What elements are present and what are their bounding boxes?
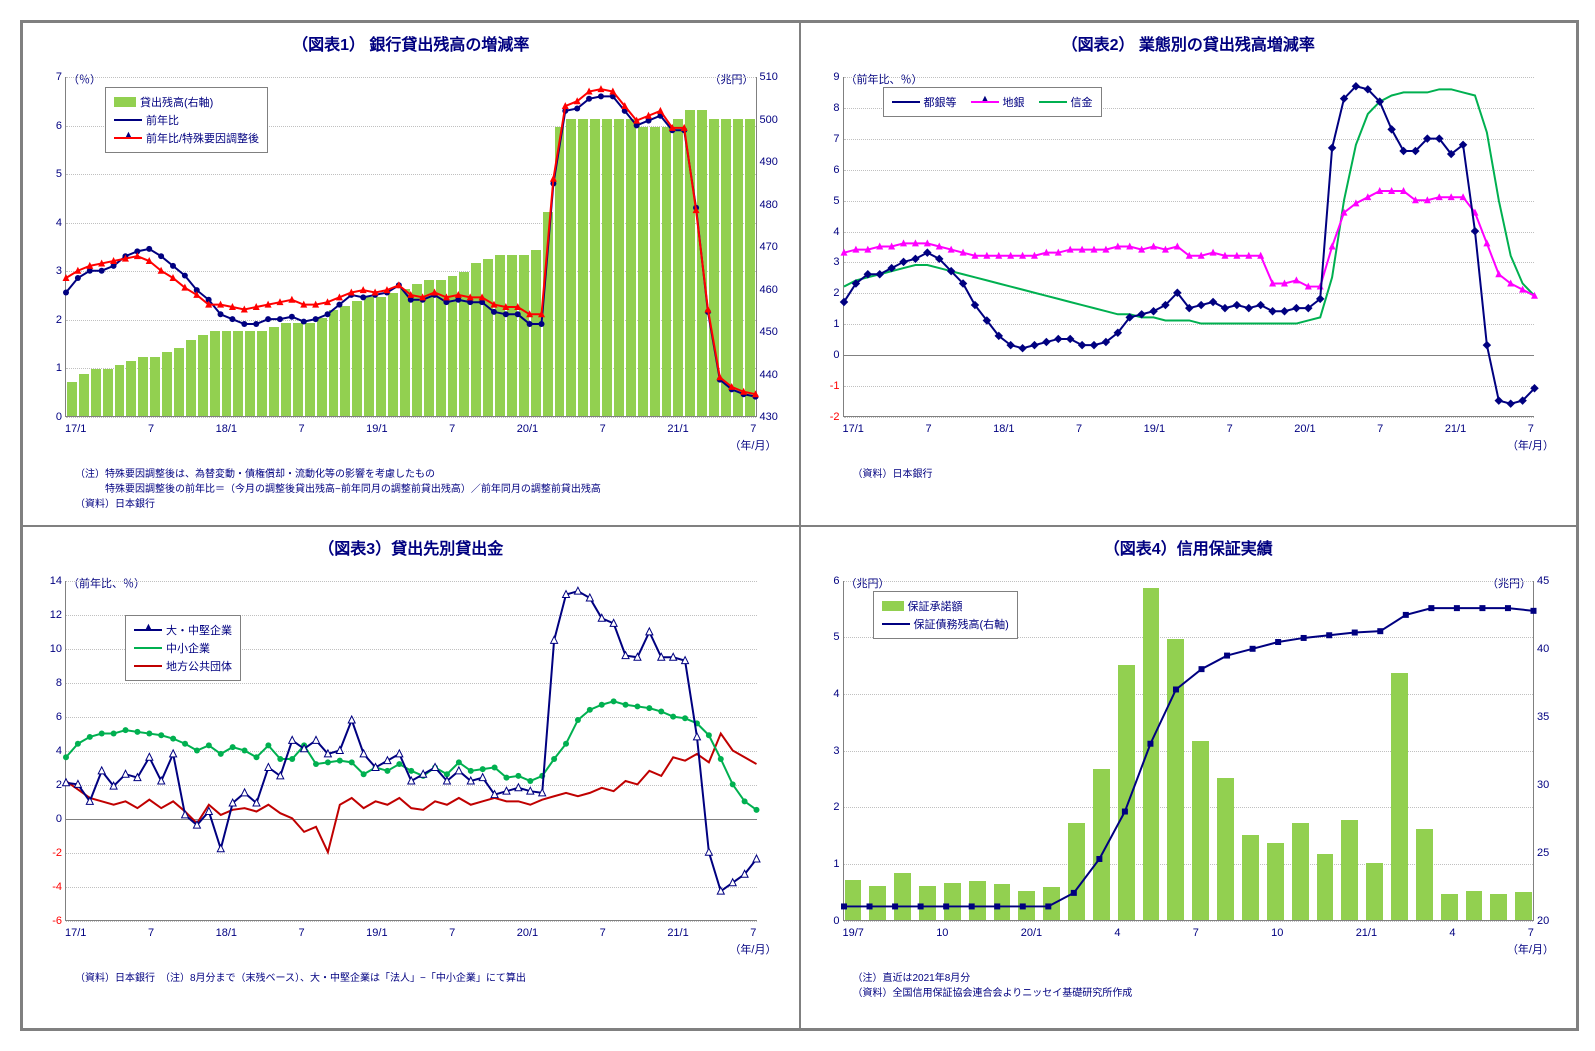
chart3-legend: 大・中堅企業中小企業地方公共団体	[125, 615, 241, 681]
chart1-title: （図表1） 銀行貸出残高の増減率	[35, 31, 787, 55]
panel-chart2: （図表2） 業態別の貸出残高増減率 （前年比、％） -2-10123456789…	[800, 22, 1578, 526]
chart3-xlabel: （年/月）	[729, 941, 776, 957]
chart4-title: （図表4）信用保証実績	[813, 535, 1565, 559]
chart2-xlabel: （年/月）	[1507, 437, 1554, 453]
chart4-plot-area: 0123456202530354045 保証承諾額保証債務残高(右軸) 19/7…	[843, 581, 1535, 921]
chart1-xlabel: （年/月）	[729, 437, 776, 453]
chart1-legend: 貸出残高(右軸)前年比前年比/特殊要因調整後	[105, 87, 268, 153]
chart4-xlabel: （年/月）	[1507, 941, 1554, 957]
chart4-xticks: 19/71020/1471021/147	[843, 927, 1535, 939]
chart2-plot-area: -2-10123456789 都銀等地銀信金 17/1718/1719/1720…	[843, 77, 1535, 417]
chart1-xticks: 17/1718/1719/1720/1721/17	[65, 423, 757, 435]
chart1-notes: （注）特殊要因調整後は、為替変動・債権償却・流動化等の影響を考慮したもの 特殊要…	[35, 467, 787, 512]
chart2-xticks: 17/1718/1719/1720/1721/17	[843, 423, 1535, 435]
chart4-notes: （注）直近は2021年8月分（資料）全国信用保証協会連合会よりニッセイ基礎研究所…	[813, 971, 1565, 1001]
chart2-legend: 都銀等地銀信金	[883, 87, 1102, 117]
chart2-title: （図表2） 業態別の貸出残高増減率	[813, 31, 1565, 55]
panel-chart3: （図表3）貸出先別貸出金 （前年比、％） -6-4-202468101214 大…	[22, 526, 800, 1030]
chart1-plot-area: 01234567430440450460470480490500510 貸出残高…	[65, 77, 757, 417]
chart4-legend: 保証承諾額保証債務残高(右軸)	[873, 591, 1018, 639]
panel-chart4: （図表4）信用保証実績 （兆円） （兆円） 012345620253035404…	[800, 526, 1578, 1030]
panel-chart1: （図表1） 銀行貸出残高の増減率 （％） （兆円） 01234567430440…	[22, 22, 800, 526]
chart3-notes: （資料）日本銀行 （注）8月分まで（末残ベース）、大・中堅企業は「法人」−「中小…	[35, 971, 787, 986]
chart2-notes: （資料）日本銀行	[813, 467, 1565, 482]
chart-grid: （図表1） 銀行貸出残高の増減率 （％） （兆円） 01234567430440…	[20, 20, 1579, 1031]
chart3-plot-area: -6-4-202468101214 大・中堅企業中小企業地方公共団体 17/17…	[65, 581, 757, 921]
chart3-xticks: 17/1718/1719/1720/1721/17	[65, 927, 757, 939]
chart3-title: （図表3）貸出先別貸出金	[35, 535, 787, 559]
